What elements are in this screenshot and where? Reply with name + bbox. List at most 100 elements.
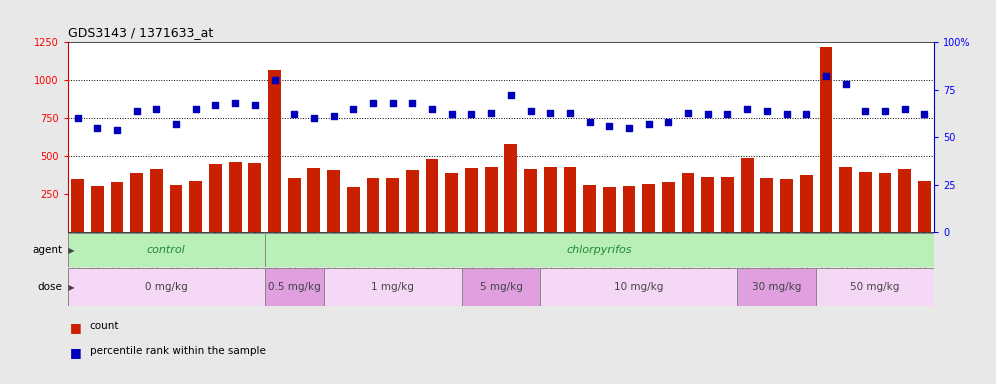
Text: ■: ■: [70, 321, 82, 334]
Point: [640, 121, 656, 127]
Bar: [465, 169, 478, 232]
Bar: [524, 169, 537, 232]
Point: [680, 109, 696, 116]
Point: [877, 108, 893, 114]
Text: 5 mg/kg: 5 mg/kg: [479, 282, 523, 292]
Point: [896, 106, 912, 112]
Bar: [898, 169, 911, 232]
Bar: [324, 268, 461, 306]
Bar: [265, 268, 324, 306]
Point: [444, 111, 460, 118]
Point: [404, 100, 420, 106]
Point: [700, 111, 716, 118]
Point: [582, 119, 598, 125]
Point: [188, 106, 204, 112]
Text: 1 mg/kg: 1 mg/kg: [372, 282, 414, 292]
Point: [286, 111, 302, 118]
Bar: [386, 177, 399, 232]
Point: [818, 73, 834, 79]
Bar: [347, 187, 360, 232]
Bar: [485, 167, 498, 232]
Bar: [878, 173, 891, 232]
Text: control: control: [146, 245, 185, 255]
Bar: [445, 173, 458, 232]
Text: agent: agent: [33, 245, 63, 255]
Bar: [701, 177, 714, 232]
Bar: [91, 186, 104, 232]
Point: [523, 108, 539, 114]
Bar: [130, 173, 143, 232]
Bar: [265, 233, 934, 267]
Bar: [504, 144, 517, 232]
Point: [168, 121, 184, 127]
Point: [542, 109, 558, 116]
Point: [798, 111, 814, 118]
Bar: [288, 177, 301, 232]
Bar: [461, 268, 541, 306]
Text: 10 mg/kg: 10 mg/kg: [615, 282, 663, 292]
Bar: [544, 167, 557, 232]
Bar: [642, 184, 655, 232]
Point: [779, 111, 795, 118]
Point: [660, 119, 676, 125]
Bar: [816, 268, 934, 306]
Bar: [328, 170, 340, 232]
Bar: [622, 186, 635, 232]
Point: [306, 115, 322, 121]
Point: [326, 113, 342, 119]
Bar: [406, 170, 418, 232]
Point: [602, 123, 618, 129]
Bar: [761, 177, 773, 232]
Point: [463, 111, 479, 118]
Bar: [68, 233, 265, 267]
Bar: [741, 158, 754, 232]
Text: 0 mg/kg: 0 mg/kg: [144, 282, 187, 292]
Point: [207, 102, 223, 108]
Point: [916, 111, 932, 118]
Point: [267, 77, 283, 83]
Bar: [721, 177, 734, 232]
Bar: [189, 180, 202, 232]
Bar: [111, 182, 124, 232]
Point: [365, 100, 380, 106]
Bar: [603, 187, 616, 232]
Bar: [68, 268, 265, 306]
Text: chlorpyrifos: chlorpyrifos: [567, 245, 632, 255]
Bar: [541, 268, 737, 306]
Bar: [248, 163, 261, 232]
Point: [128, 108, 144, 114]
Bar: [840, 167, 852, 232]
Text: count: count: [90, 321, 120, 331]
Bar: [169, 185, 182, 232]
Bar: [800, 175, 813, 232]
Point: [148, 106, 164, 112]
Bar: [681, 173, 694, 232]
Point: [759, 108, 775, 114]
Point: [424, 106, 440, 112]
Bar: [584, 185, 596, 232]
Bar: [150, 169, 162, 232]
Point: [70, 115, 86, 121]
Point: [503, 93, 519, 99]
Point: [227, 100, 243, 106]
Bar: [308, 169, 321, 232]
Text: ▶: ▶: [63, 246, 75, 255]
Text: dose: dose: [38, 282, 63, 292]
Bar: [662, 182, 674, 232]
Point: [346, 106, 362, 112]
Point: [384, 100, 400, 106]
Point: [858, 108, 873, 114]
Point: [739, 106, 755, 112]
Text: 0.5 mg/kg: 0.5 mg/kg: [268, 282, 321, 292]
Text: GDS3143 / 1371633_at: GDS3143 / 1371633_at: [68, 26, 213, 39]
Bar: [780, 179, 793, 232]
Bar: [229, 162, 241, 232]
Point: [109, 127, 124, 133]
Point: [90, 125, 106, 131]
Point: [562, 109, 578, 116]
Point: [622, 125, 637, 131]
Point: [719, 111, 735, 118]
Bar: [367, 178, 379, 232]
Text: 30 mg/kg: 30 mg/kg: [752, 282, 802, 292]
Bar: [209, 164, 222, 232]
